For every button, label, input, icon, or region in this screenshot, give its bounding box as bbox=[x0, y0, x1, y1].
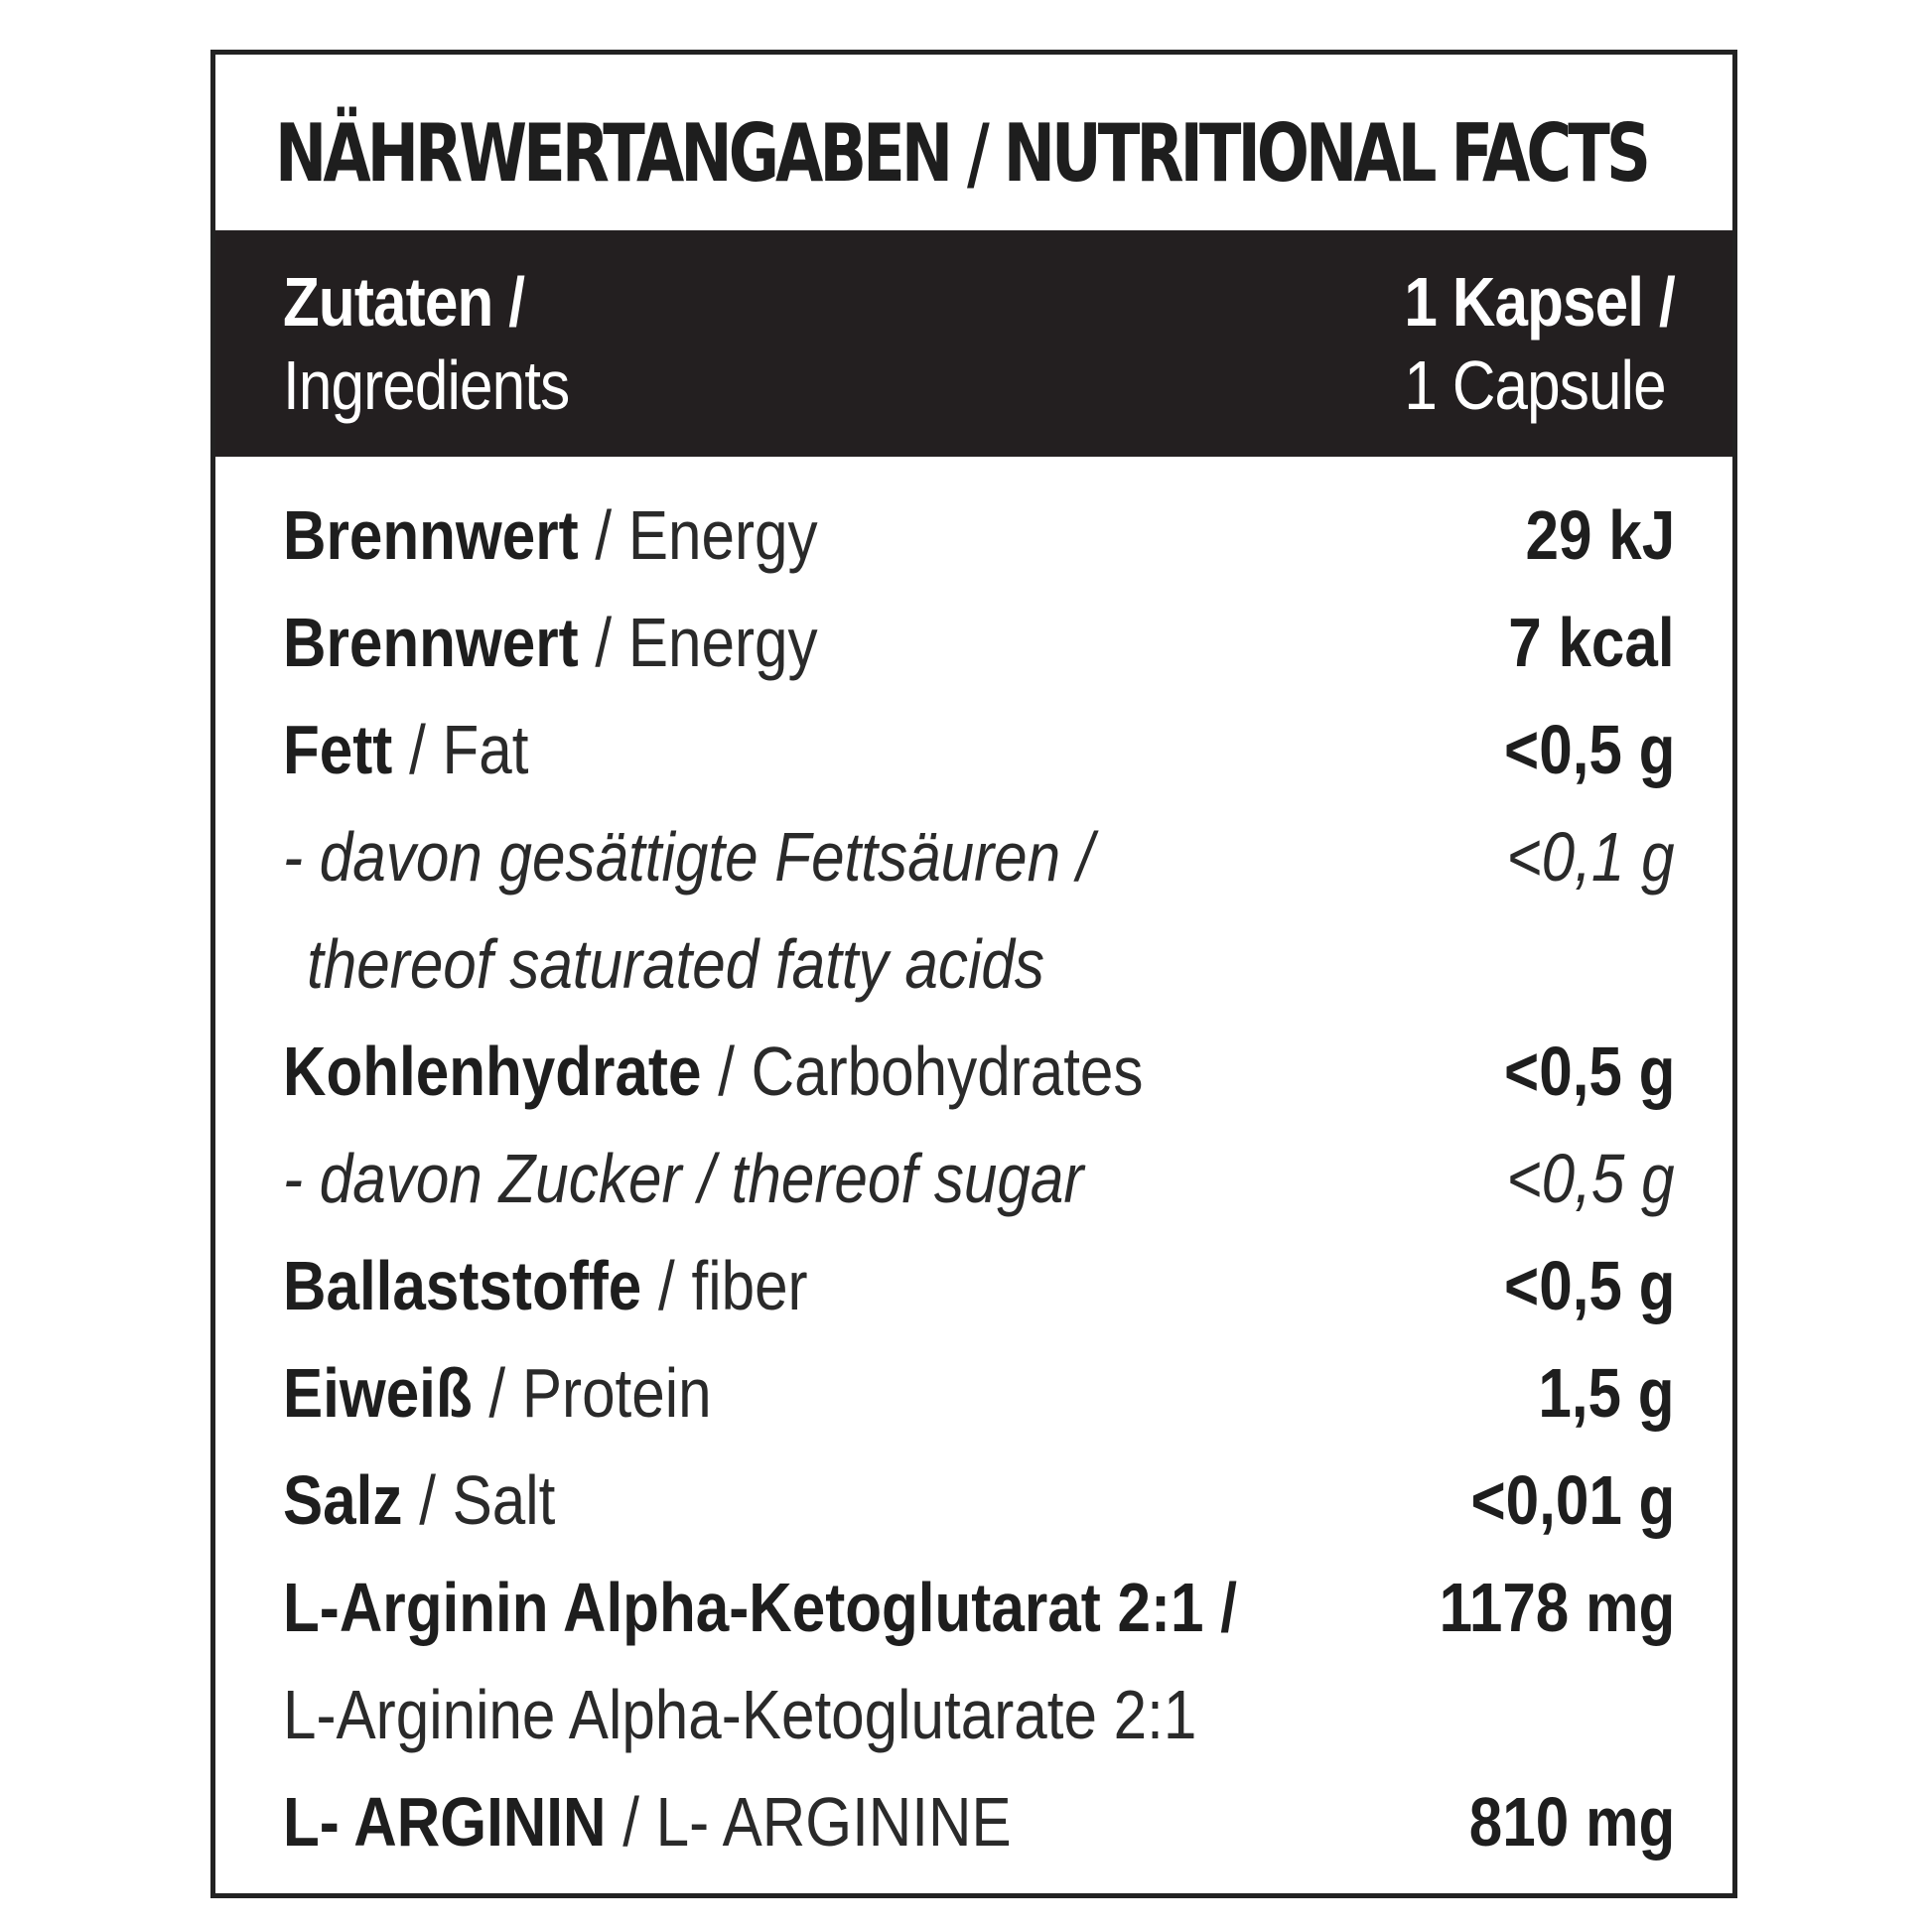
label-en: fiber bbox=[691, 1247, 808, 1324]
nutrient-row-salt: Salz / Salt <0,01 g bbox=[283, 1447, 1675, 1554]
nutrient-value: 1,5 g bbox=[1538, 1354, 1675, 1432]
label-de: L- ARGININ bbox=[283, 1783, 607, 1861]
label-en: Protein bbox=[521, 1354, 712, 1432]
nutrient-value: <0,1 g bbox=[1506, 818, 1675, 896]
nutrition-facts-panel: NÄHRWERTANGABEN / NUTRITIONAL FACTS Zuta… bbox=[210, 50, 1737, 1898]
label-separator: / bbox=[578, 496, 628, 574]
header-ingredients-de: Zutaten / bbox=[283, 263, 525, 341]
nutrient-row-protein: Eiweiß / Protein 1,5 g bbox=[283, 1339, 1675, 1447]
nutrient-value: 7 kcal bbox=[1508, 604, 1675, 681]
nutrient-value: 29 kJ bbox=[1525, 496, 1675, 574]
label-en: L- ARGININE bbox=[655, 1783, 1012, 1861]
label-de: Brennwert bbox=[283, 496, 579, 574]
nutrient-row-sugar: - davon Zucker / thereof sugar <0,5 g bbox=[283, 1125, 1675, 1232]
nutrient-label: - davon gesättigte Fettsäuren / bbox=[283, 803, 1094, 910]
label-en: Energy bbox=[627, 604, 818, 681]
nutrient-label: thereof saturated fatty acids bbox=[283, 910, 1044, 1018]
header-serving-de: 1 Kapsel / bbox=[1404, 263, 1676, 341]
nutrient-value: <0,5 g bbox=[1506, 1140, 1675, 1217]
nutrient-label: - davon Zucker / thereof sugar bbox=[283, 1125, 1083, 1232]
nutrient-label: Salz / Salt bbox=[283, 1447, 555, 1554]
nutrient-label: L-Arginine Alpha-Ketoglutarate 2:1 bbox=[283, 1661, 1196, 1768]
label-en: Salt bbox=[452, 1461, 556, 1539]
page-title: NÄHRWERTANGABEN / NUTRITIONAL FACTS bbox=[275, 107, 1651, 200]
label-de: Kohlenhydrate bbox=[283, 1033, 702, 1110]
label-de: Salz bbox=[283, 1461, 403, 1539]
nutrient-label: Eiweiß / Protein bbox=[283, 1339, 712, 1447]
label-separator: / bbox=[606, 1783, 656, 1861]
nutrient-label: Ballaststoffe / fiber bbox=[283, 1232, 808, 1339]
label-sub: - davon gesättigte Fettsäuren / bbox=[283, 818, 1094, 896]
label-en: Energy bbox=[627, 496, 818, 574]
nutrient-row-carbohydrates: Kohlenhydrate / Carbohydrates <0,5 g bbox=[283, 1018, 1675, 1125]
label-en: Fat bbox=[442, 711, 529, 788]
label-separator: / bbox=[402, 1461, 453, 1539]
nutrient-value: <0,01 g bbox=[1470, 1461, 1675, 1539]
label-sub: - davon Zucker / thereof sugar bbox=[283, 1140, 1084, 1217]
label-de: Fett bbox=[283, 711, 393, 788]
nutrient-value: <0,5 g bbox=[1503, 1033, 1675, 1110]
nutrient-value: <0,5 g bbox=[1503, 711, 1675, 788]
nutrient-label: Fett / Fat bbox=[283, 696, 529, 803]
nutrient-label: L- ARGININ / L- ARGININE bbox=[283, 1768, 1012, 1875]
label-de: Brennwert bbox=[283, 604, 579, 681]
nutrient-row-saturated-fat: - davon gesättigte Fettsäuren / <0,1 g bbox=[283, 803, 1675, 910]
nutrient-list: Brennwert / Energy 29 kJ Brennwert / Ene… bbox=[283, 482, 1675, 1875]
label-de: Ballaststoffe bbox=[283, 1247, 642, 1324]
nutrient-row-energy-kj: Brennwert / Energy 29 kJ bbox=[283, 482, 1675, 589]
label-en: L-Arginine Alpha-Ketoglutarate 2:1 bbox=[283, 1676, 1197, 1753]
nutrient-value: 810 mg bbox=[1468, 1783, 1675, 1861]
label-separator: / bbox=[641, 1247, 692, 1324]
nutrient-row-fat: Fett / Fat <0,5 g bbox=[283, 696, 1675, 803]
nutrient-value: <0,5 g bbox=[1503, 1247, 1675, 1324]
header-serving-en: 1 Capsule bbox=[1404, 346, 1667, 424]
label-sub: thereof saturated fatty acids bbox=[307, 925, 1044, 1003]
header-ingredients: Zutaten / Ingredients bbox=[283, 260, 570, 427]
label-de: Eiweiß bbox=[283, 1354, 473, 1432]
header-ingredients-en: Ingredients bbox=[283, 346, 570, 424]
label-separator: / bbox=[392, 711, 443, 788]
label-en: Carbohydrates bbox=[751, 1033, 1144, 1110]
label-separator: / bbox=[472, 1354, 522, 1432]
nutrient-row-akg-en: L-Arginine Alpha-Ketoglutarate 2:1 bbox=[283, 1661, 1675, 1768]
nutrient-row-akg: L-Arginin Alpha-Ketoglutarat 2:1 / 1178 … bbox=[283, 1554, 1675, 1661]
label-separator: / bbox=[701, 1033, 752, 1110]
nutrient-row-energy-kcal: Brennwert / Energy 7 kcal bbox=[283, 589, 1675, 696]
nutrient-row-l-arginine: L- ARGININ / L- ARGININE 810 mg bbox=[283, 1768, 1675, 1875]
nutrient-label: Kohlenhydrate / Carbohydrates bbox=[283, 1018, 1144, 1125]
nutrient-value: 1178 mg bbox=[1439, 1569, 1675, 1646]
nutrient-label: Brennwert / Energy bbox=[283, 482, 818, 589]
nutrient-row-fiber: Ballaststoffe / fiber <0,5 g bbox=[283, 1232, 1675, 1339]
label-de: L-Arginin Alpha-Ketoglutarat 2:1 / bbox=[283, 1569, 1237, 1646]
label-separator: / bbox=[578, 604, 628, 681]
nutrient-row-saturated-fat-en: thereof saturated fatty acids bbox=[283, 910, 1675, 1018]
nutrient-label: L-Arginin Alpha-Ketoglutarat 2:1 / bbox=[283, 1554, 1237, 1661]
header-serving: 1 Kapsel / 1 Capsule bbox=[1404, 260, 1676, 427]
table-header: Zutaten / Ingredients 1 Kapsel / 1 Capsu… bbox=[215, 230, 1732, 457]
nutrient-label: Brennwert / Energy bbox=[283, 589, 818, 696]
